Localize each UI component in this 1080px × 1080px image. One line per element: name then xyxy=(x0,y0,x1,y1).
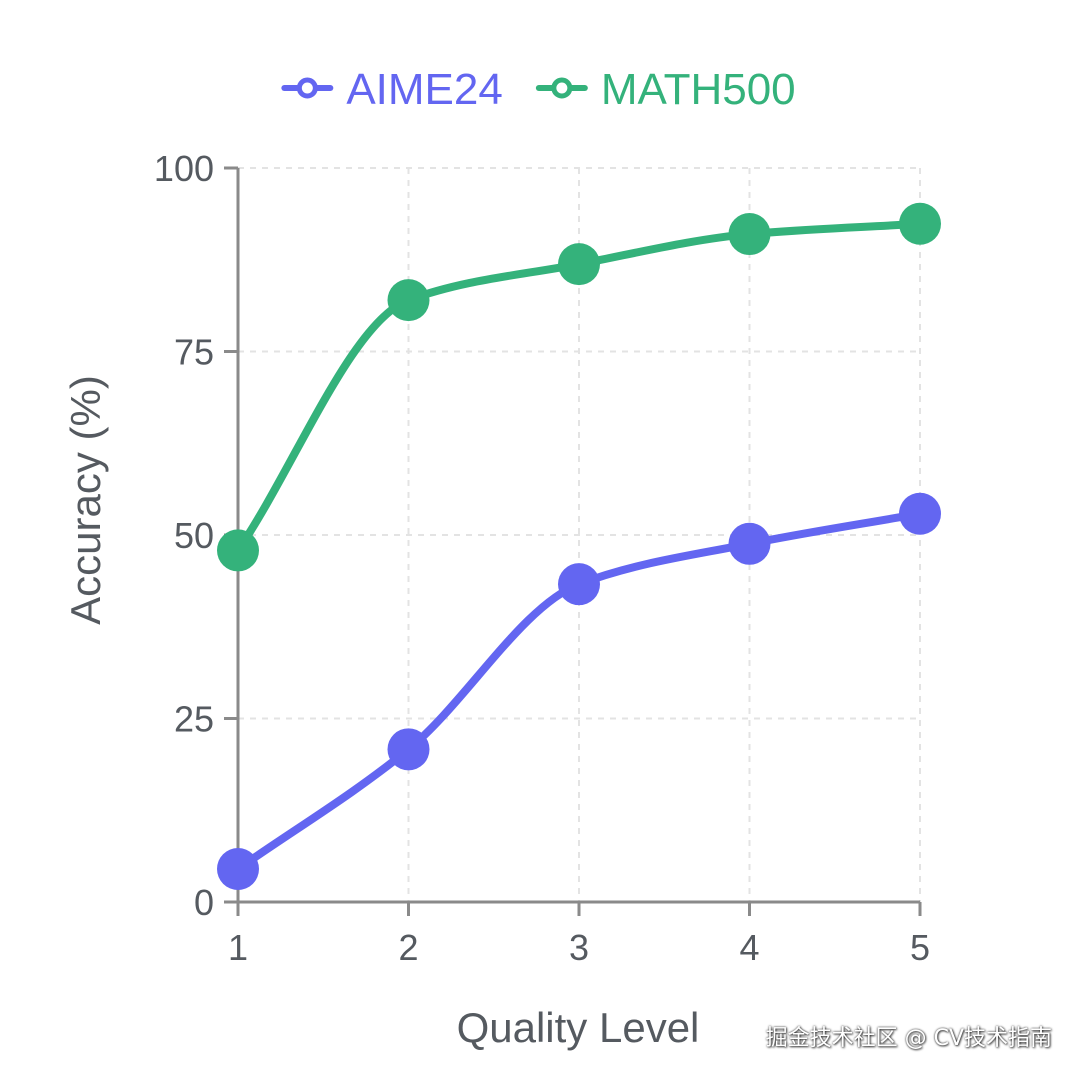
x-axis-title: Quality Level xyxy=(457,1004,700,1051)
y-tick-label: 100 xyxy=(154,148,214,189)
legend-marker-icon xyxy=(551,77,573,99)
legend-marker-icon xyxy=(296,77,318,99)
data-points xyxy=(217,202,941,890)
data-point-aime24[interactable] xyxy=(217,847,259,890)
legend-item-math500[interactable]: MATH500 xyxy=(535,65,796,114)
data-point-aime24[interactable] xyxy=(387,728,430,771)
x-tick-label: 3 xyxy=(569,927,589,968)
legend-label: MATH500 xyxy=(601,65,796,114)
data-point-aime24[interactable] xyxy=(558,563,600,606)
legend-item-aime24[interactable]: AIME24 xyxy=(281,65,503,114)
x-tick-label: 5 xyxy=(910,927,930,968)
legend-label: AIME24 xyxy=(346,65,503,114)
watermark: 掘金技术社区 @ CV技术指南 xyxy=(765,1026,1052,1051)
data-point-math500[interactable] xyxy=(899,202,941,245)
x-tick-label: 1 xyxy=(228,927,248,968)
x-tick-label: 2 xyxy=(398,927,418,968)
x-tick-label: 4 xyxy=(739,927,759,968)
data-point-aime24[interactable] xyxy=(728,522,771,565)
data-point-aime24[interactable] xyxy=(899,492,941,535)
y-axis-title: Accuracy (%) xyxy=(62,375,109,625)
y-tick-label: 75 xyxy=(174,332,214,373)
data-point-math500[interactable] xyxy=(387,279,430,322)
data-point-math500[interactable] xyxy=(558,243,600,286)
y-tick-label: 25 xyxy=(174,699,214,740)
y-tick-label: 0 xyxy=(194,882,214,923)
data-point-math500[interactable] xyxy=(728,213,771,256)
y-tick-label: 50 xyxy=(174,515,214,556)
data-point-math500[interactable] xyxy=(217,529,259,572)
legend[interactable]: AIME24 MATH500 xyxy=(281,65,796,114)
